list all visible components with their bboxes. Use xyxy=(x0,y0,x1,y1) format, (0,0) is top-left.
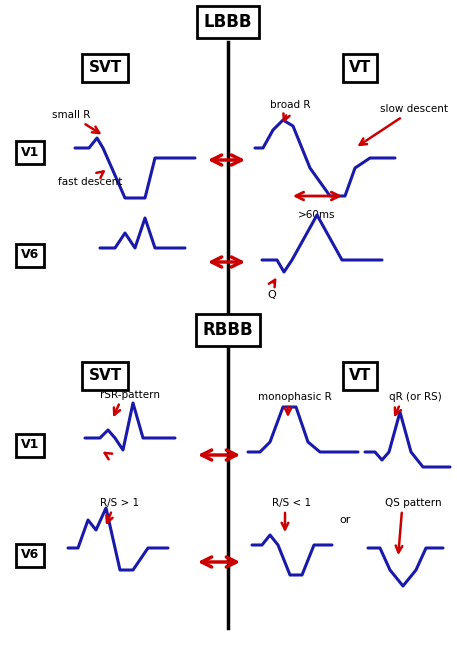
Text: or: or xyxy=(339,515,351,525)
Text: V6: V6 xyxy=(21,548,39,561)
Text: SVT: SVT xyxy=(88,369,122,383)
Text: SVT: SVT xyxy=(88,60,122,75)
Text: slow descent: slow descent xyxy=(360,104,448,145)
Text: R/S < 1: R/S < 1 xyxy=(272,498,311,508)
Text: rSR-pattern: rSR-pattern xyxy=(100,390,160,400)
Text: VT: VT xyxy=(349,60,371,75)
Text: broad R: broad R xyxy=(270,100,310,121)
Text: V6: V6 xyxy=(21,248,39,261)
Text: VT: VT xyxy=(349,369,371,383)
Text: R/S > 1: R/S > 1 xyxy=(101,498,139,508)
Text: >60ms: >60ms xyxy=(298,210,336,220)
Text: qR (or RS): qR (or RS) xyxy=(388,392,441,402)
Text: V1: V1 xyxy=(21,145,39,159)
Text: monophasic R: monophasic R xyxy=(258,392,332,402)
Text: Q: Q xyxy=(268,290,276,300)
Text: LBBB: LBBB xyxy=(204,13,252,31)
Text: fast descent: fast descent xyxy=(58,172,122,187)
Text: RBBB: RBBB xyxy=(203,321,253,339)
Text: V1: V1 xyxy=(21,438,39,451)
Text: QS pattern: QS pattern xyxy=(385,498,441,508)
Text: small R: small R xyxy=(52,110,99,133)
